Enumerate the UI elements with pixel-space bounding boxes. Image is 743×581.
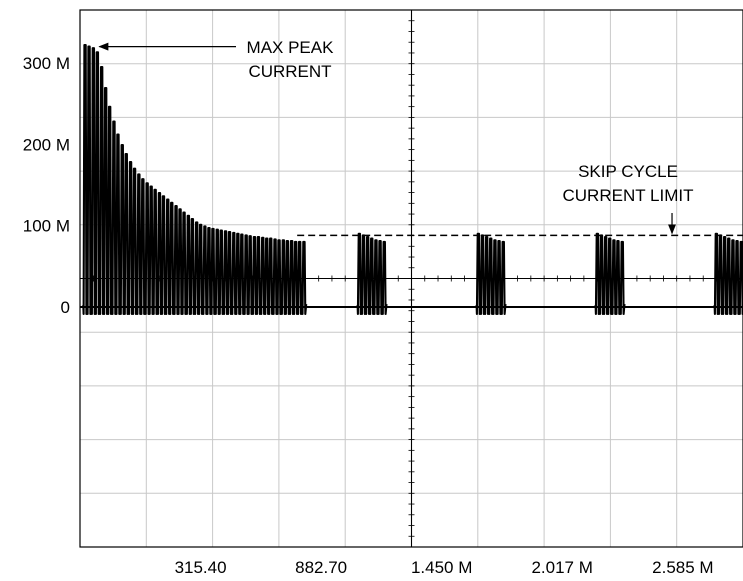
tick-labels: 300 M 200 M 100 M 0 315.40 882.70 1.450 M 2.017… — [23, 54, 714, 577]
max-peak-current-label: MAX PEAK CURRENT — [247, 38, 335, 81]
x-tick-label: 2.017 M — [531, 558, 592, 577]
x-tick-label: 882.70 — [295, 558, 347, 577]
annotations: MAX PEAK CURRENT SKIP CYCLE CURRENT LIMIT — [98, 38, 694, 235]
x-tick-label: 315.40 — [175, 558, 227, 577]
skip-cycle-label: SKIP CYCLE CURRENT LIMIT — [563, 162, 694, 205]
y-tick-label: 300 M — [23, 54, 70, 73]
current-pulses — [82, 43, 743, 316]
y-tick-label: 0 — [61, 298, 70, 317]
x-tick-label: 1.450 M — [411, 558, 472, 577]
y-tick-label: 100 M — [23, 217, 70, 236]
x-tick-label: 2.585 M — [652, 558, 713, 577]
center-axis-ticks — [79, 9, 743, 548]
plot-frame — [79, 9, 743, 548]
y-tick-label: 200 M — [23, 135, 70, 154]
